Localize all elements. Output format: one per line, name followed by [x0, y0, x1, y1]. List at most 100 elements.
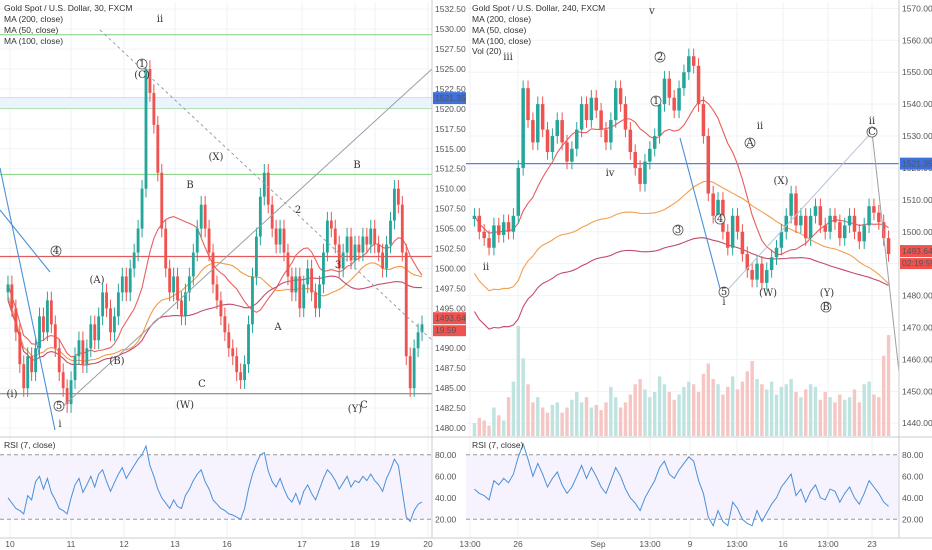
- wave-circle: [50, 245, 62, 257]
- trend-line: [679, 137, 723, 297]
- candle-body: [144, 69, 148, 189]
- candle-body: [769, 257, 774, 271]
- volume-bar: [701, 373, 706, 436]
- candle-body: [89, 324, 93, 349]
- candle-body: [223, 316, 227, 333]
- volume-bar: [609, 386, 613, 436]
- candle-body: [526, 88, 530, 121]
- right-ma100-label: MA (100, close): [472, 36, 532, 46]
- volume-bar: [808, 384, 813, 436]
- volume-bar: [487, 425, 491, 436]
- countdown-tag: [900, 258, 932, 270]
- date-tick-label: 13:00: [726, 539, 748, 549]
- left-rsi-label: RSI (7, close): [4, 440, 56, 450]
- candle-body: [22, 364, 26, 389]
- candle-body: [337, 244, 341, 269]
- volume-bar: [589, 407, 594, 436]
- wave-label: (W): [759, 288, 777, 299]
- candle-body: [794, 193, 798, 226]
- left-ma200-label: MA (200, close): [4, 14, 64, 24]
- wave-label: B: [822, 302, 829, 313]
- volume-bar: [886, 335, 891, 436]
- candle-body: [105, 292, 108, 309]
- rsi-tick-label: 80.00: [902, 450, 924, 460]
- price-tick-label: 1560.00: [902, 35, 932, 45]
- candle-body: [156, 124, 160, 173]
- volume-bar: [843, 399, 847, 436]
- rsi-line: [7, 444, 423, 523]
- candle-body: [633, 151, 637, 168]
- candle-body: [838, 222, 842, 239]
- level-band: [0, 97, 432, 109]
- date-tick-label: 13:00: [459, 539, 481, 549]
- wave-label: 4: [53, 246, 59, 257]
- wave-circle: [672, 224, 684, 236]
- volume-bar: [833, 402, 837, 436]
- last-price-tag: [900, 245, 932, 258]
- wave-label: (Y): [348, 404, 363, 415]
- candle-body: [833, 215, 837, 223]
- candle-body: [10, 284, 14, 309]
- volume-bar: [599, 410, 603, 436]
- price-tick-label: 1470.00: [902, 323, 932, 333]
- rsi-tick-label: 60.00: [435, 471, 457, 481]
- candle-body: [45, 300, 49, 333]
- volume-bar: [628, 394, 633, 436]
- candle-body: [199, 204, 203, 229]
- wave-label: ii: [483, 262, 489, 273]
- volume-bar: [614, 397, 618, 436]
- candle-body: [584, 104, 589, 121]
- candle-body: [164, 228, 168, 269]
- candle-body: [377, 244, 381, 253]
- candle-body: [570, 148, 574, 162]
- volume-bar: [804, 389, 808, 436]
- volume-bar: [604, 402, 608, 436]
- candle-body: [735, 215, 740, 232]
- volume-bar: [506, 397, 511, 436]
- wave-circle: [866, 126, 878, 138]
- candle-body: [172, 276, 176, 293]
- candle-body: [26, 356, 30, 389]
- rsi-band: [0, 454, 432, 520]
- candle-body: [609, 120, 613, 143]
- candle-body: [862, 225, 866, 242]
- date-tick-label: 13:00: [639, 539, 661, 549]
- candle-body: [594, 97, 598, 111]
- rsi-tick-label: 40.00: [902, 493, 924, 503]
- countdown-tag: [433, 325, 466, 337]
- candle-body: [784, 215, 789, 232]
- volume-bar: [531, 402, 535, 436]
- candle-body: [745, 254, 750, 271]
- volume-bar: [560, 412, 564, 436]
- date-tick-label: 12: [119, 539, 129, 549]
- wave-label: (C): [134, 70, 150, 81]
- candle-body: [501, 222, 506, 235]
- candle-body: [306, 268, 310, 285]
- volume-bar: [828, 397, 832, 436]
- candle-body: [628, 129, 633, 152]
- volume-bar: [696, 392, 701, 436]
- volume-bar: [516, 326, 520, 436]
- price-tick-label: 1490.00: [435, 343, 466, 353]
- trend-line: [0, 167, 56, 431]
- candle-body: [579, 104, 584, 130]
- candle-body: [341, 252, 345, 269]
- wave-label: (Y): [820, 288, 835, 299]
- volume-bar: [579, 402, 584, 436]
- wave-label: iii: [503, 52, 513, 63]
- volume-bar: [838, 394, 842, 436]
- wave-label: iv: [606, 168, 615, 179]
- price-tick-label: 1540.00: [902, 99, 932, 109]
- volume-bar: [682, 386, 686, 436]
- date-tick-label: 23: [867, 539, 877, 549]
- date-tick-label: 18: [350, 539, 360, 549]
- volume-bar: [794, 392, 798, 436]
- date-tick-label: 17: [297, 539, 307, 549]
- candle-body: [353, 244, 357, 261]
- candle-body: [215, 284, 219, 301]
- level-price-tag: [900, 157, 932, 170]
- candle-body: [148, 69, 152, 93]
- price-tick-label: 1525.00: [435, 64, 466, 74]
- candle-body: [857, 231, 862, 242]
- volume-bar: [648, 397, 652, 436]
